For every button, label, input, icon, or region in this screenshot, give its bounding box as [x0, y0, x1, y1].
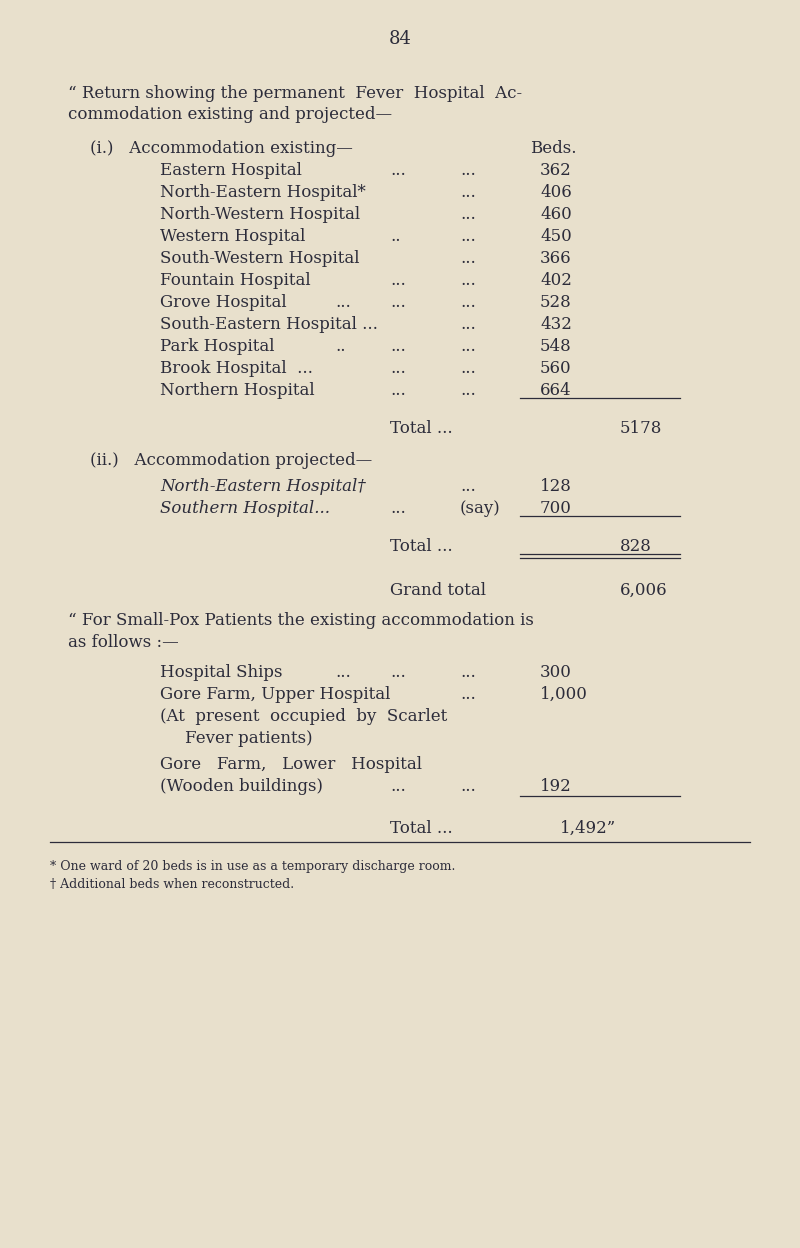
Text: ...: ...	[460, 162, 476, 178]
Text: 664: 664	[540, 382, 572, 399]
Text: 432: 432	[540, 316, 572, 333]
Text: ...: ...	[390, 338, 406, 354]
Text: 528: 528	[540, 295, 572, 311]
Text: ...: ...	[460, 778, 476, 795]
Text: Fountain Hospital: Fountain Hospital	[160, 272, 310, 290]
Text: * One ward of 20 beds is in use as a temporary discharge room.: * One ward of 20 beds is in use as a tem…	[50, 860, 455, 874]
Text: ...: ...	[390, 500, 406, 517]
Text: 828: 828	[620, 538, 652, 555]
Text: Beds.: Beds.	[530, 140, 577, 157]
Text: ..: ..	[335, 338, 346, 354]
Text: Hospital Ships: Hospital Ships	[160, 664, 282, 681]
Text: 192: 192	[540, 778, 572, 795]
Text: (Wooden buildings): (Wooden buildings)	[160, 778, 323, 795]
Text: 460: 460	[540, 206, 572, 223]
Text: Total ...: Total ...	[390, 820, 453, 837]
Text: 300: 300	[540, 664, 572, 681]
Text: 84: 84	[389, 30, 411, 47]
Text: ...: ...	[390, 664, 406, 681]
Text: as follows :—: as follows :—	[68, 634, 178, 651]
Text: Park Hospital: Park Hospital	[160, 338, 274, 354]
Text: ...: ...	[460, 382, 476, 399]
Text: commodation existing and projected—: commodation existing and projected—	[68, 106, 392, 124]
Text: South-Eastern Hospital ...: South-Eastern Hospital ...	[160, 316, 378, 333]
Text: ...: ...	[335, 664, 350, 681]
Text: Grove Hospital: Grove Hospital	[160, 295, 286, 311]
Text: Gore Farm, Upper Hospital: Gore Farm, Upper Hospital	[160, 686, 390, 703]
Text: ...: ...	[460, 316, 476, 333]
Text: Total ...: Total ...	[390, 538, 453, 555]
Text: 1,000: 1,000	[540, 686, 588, 703]
Text: (At  present  occupied  by  Scarlet: (At present occupied by Scarlet	[160, 708, 447, 725]
Text: Gore   Farm,   Lower   Hospital: Gore Farm, Lower Hospital	[160, 756, 422, 773]
Text: ...: ...	[460, 478, 476, 495]
Text: Eastern Hospital: Eastern Hospital	[160, 162, 302, 178]
Text: ...: ...	[390, 778, 406, 795]
Text: Grand total: Grand total	[390, 582, 486, 599]
Text: 700: 700	[540, 500, 572, 517]
Text: 6,006: 6,006	[620, 582, 668, 599]
Text: † Additional beds when reconstructed.: † Additional beds when reconstructed.	[50, 879, 294, 891]
Text: Southern Hospital...: Southern Hospital...	[160, 500, 330, 517]
Text: Western Hospital: Western Hospital	[160, 228, 306, 245]
Text: 366: 366	[540, 250, 572, 267]
Text: ...: ...	[460, 183, 476, 201]
Text: (ii.)   Accommodation projected—: (ii.) Accommodation projected—	[90, 452, 372, 469]
Text: ...: ...	[390, 295, 406, 311]
Text: ...: ...	[460, 250, 476, 267]
Text: ...: ...	[460, 295, 476, 311]
Text: ...: ...	[460, 338, 476, 354]
Text: ...: ...	[390, 272, 406, 290]
Text: ...: ...	[460, 272, 476, 290]
Text: ...: ...	[390, 162, 406, 178]
Text: “ For Small-Pox Patients the existing accommodation is: “ For Small-Pox Patients the existing ac…	[68, 612, 534, 629]
Text: Brook Hospital  ...: Brook Hospital ...	[160, 359, 313, 377]
Text: 548: 548	[540, 338, 572, 354]
Text: 450: 450	[540, 228, 572, 245]
Text: ...: ...	[335, 295, 350, 311]
Text: 5178: 5178	[620, 421, 662, 437]
Text: (say): (say)	[460, 500, 501, 517]
Text: North-Eastern Hospital*: North-Eastern Hospital*	[160, 183, 366, 201]
Text: North-Western Hospital: North-Western Hospital	[160, 206, 360, 223]
Text: 1,492”: 1,492”	[560, 820, 616, 837]
Text: 406: 406	[540, 183, 572, 201]
Text: ...: ...	[460, 686, 476, 703]
Text: 128: 128	[540, 478, 572, 495]
Text: 560: 560	[540, 359, 572, 377]
Text: ...: ...	[460, 206, 476, 223]
Text: ...: ...	[460, 228, 476, 245]
Text: (i.)   Accommodation existing—: (i.) Accommodation existing—	[90, 140, 353, 157]
Text: Total ...: Total ...	[390, 421, 453, 437]
Text: 402: 402	[540, 272, 572, 290]
Text: ...: ...	[460, 664, 476, 681]
Text: North-Eastern Hospital†: North-Eastern Hospital†	[160, 478, 366, 495]
Text: Northern Hospital: Northern Hospital	[160, 382, 314, 399]
Text: South-Western Hospital: South-Western Hospital	[160, 250, 359, 267]
Text: ...: ...	[390, 382, 406, 399]
Text: ...: ...	[460, 359, 476, 377]
Text: “ Return showing the permanent  Fever  Hospital  Ac-: “ Return showing the permanent Fever Hos…	[68, 85, 522, 102]
Text: ...: ...	[390, 359, 406, 377]
Text: ..: ..	[390, 228, 401, 245]
Text: Fever patients): Fever patients)	[185, 730, 313, 748]
Text: 362: 362	[540, 162, 572, 178]
